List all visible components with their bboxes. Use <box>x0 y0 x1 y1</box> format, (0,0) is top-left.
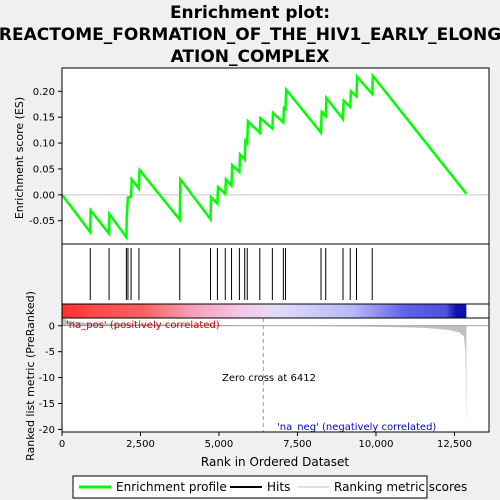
title-line-1: Enrichment plot: <box>170 3 330 23</box>
es-y-axis-label: Enrichment score (ES) <box>13 97 26 219</box>
legend-metric-label: Ranking metric scores <box>334 480 467 494</box>
metric-tick-label: -10 <box>39 373 55 384</box>
x-tick-label: 7,500 <box>283 439 312 450</box>
es-panel: -0.05 0.00 0.05 0.10 0.15 0.20 <box>29 72 489 242</box>
x-tick-label: 2,500 <box>126 439 155 450</box>
ranking-heatmap-bar <box>62 304 467 318</box>
x-tick-label: 12,500 <box>437 439 472 450</box>
metric-y-axis-label: Ranked list metric (PreRanked) <box>24 291 37 461</box>
es-tick-label: 0.20 <box>33 87 55 98</box>
plot-background <box>62 68 489 432</box>
es-tick-label: 0.15 <box>33 113 55 124</box>
legend-profile-label: Enrichment profile <box>116 480 227 494</box>
neg-correlated-label: 'na_neg' (negatively correlated) <box>277 422 436 433</box>
metric-y-axis: 0 -5 -10 -15 -20 <box>39 321 62 436</box>
x-axis-label: Rank in Ordered Dataset <box>201 455 349 469</box>
es-tick-label: 0.10 <box>33 139 55 150</box>
pos-correlated-label: 'na_pos' (positively correlated) <box>66 320 220 331</box>
x-axis: 0 2,500 5,000 7,500 10,000 12,500 <box>59 432 472 450</box>
es-y-axis: -0.05 0.00 0.05 0.10 0.15 0.20 <box>29 87 62 227</box>
x-tick-label: 0 <box>59 439 65 450</box>
metric-tick-label: 0 <box>49 321 55 332</box>
metric-panel: 0 -5 -10 -15 -20 <box>39 318 489 436</box>
enrichment-profile-line <box>61 72 468 242</box>
es-tick-label: 0.05 <box>33 164 55 175</box>
hits-panel <box>89 248 373 300</box>
metric-tick-label: -5 <box>45 347 55 358</box>
title-line-3: ATION_COMPLEX <box>171 47 330 67</box>
plot-frame <box>61 67 490 433</box>
zero-cross-label: Zero cross at 6412 <box>222 373 316 384</box>
legend: Enrichment profile Hits Ranking metric s… <box>72 475 467 499</box>
es-tick-label: -0.05 <box>29 216 55 227</box>
metric-tick-label: -20 <box>39 425 55 436</box>
title-line-2: REACTOME_FORMATION_OF_THE_HIV1_EARLY_ELO… <box>0 25 500 45</box>
es-tick-label: 0.00 <box>33 190 55 201</box>
x-tick-label: 5,000 <box>205 439 234 450</box>
legend-hits-label: Hits <box>267 480 290 494</box>
x-tick-label: 10,000 <box>358 439 393 450</box>
metric-tick-label: -15 <box>39 399 55 410</box>
